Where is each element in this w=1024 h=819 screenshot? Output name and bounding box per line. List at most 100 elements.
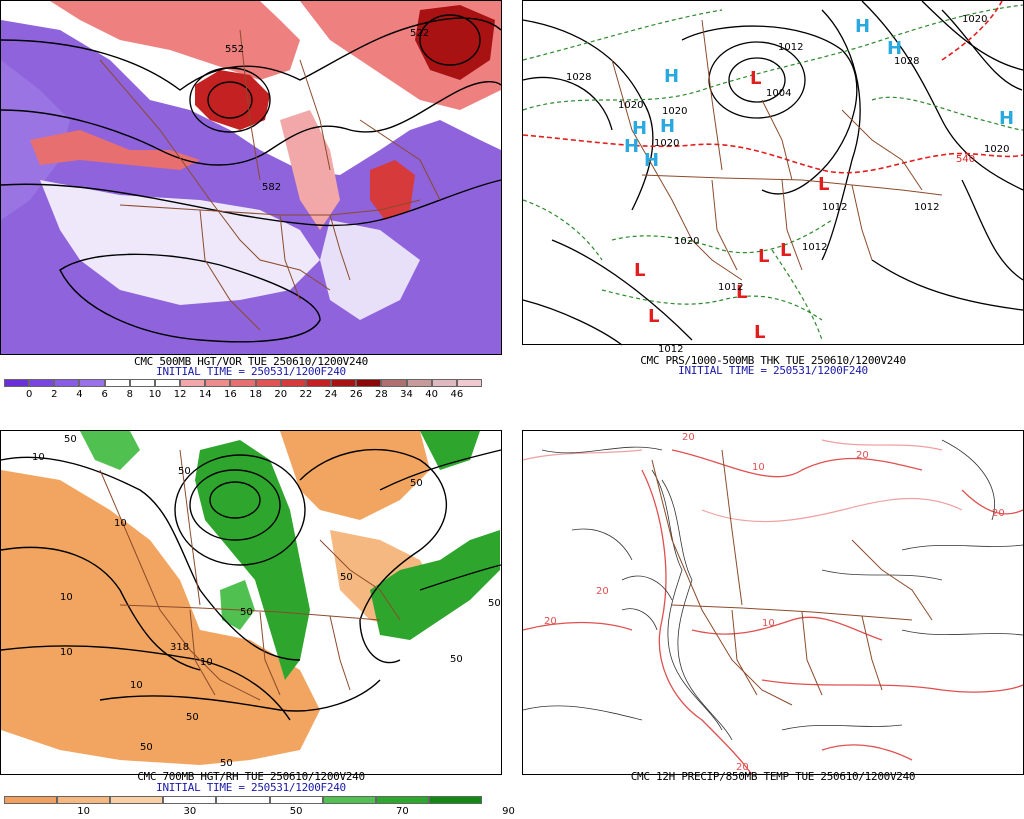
temperature-label: 20 xyxy=(736,762,749,773)
colorbar-ticks: 10 30 50 70 90 xyxy=(4,806,515,818)
colorbar-tick-label: 10 xyxy=(148,389,162,400)
rh-moist-area-south xyxy=(220,580,255,630)
high-pressure-symbol: H xyxy=(887,38,902,59)
contour-label: 50 xyxy=(186,712,199,723)
thickness-540-line-ne xyxy=(941,0,1003,61)
colorbar-swatch xyxy=(54,379,80,387)
vorticity-high-area-north xyxy=(50,1,300,80)
rh-dry-area-north xyxy=(280,431,430,520)
temperature-label: 20 xyxy=(682,432,695,443)
vorticity-max-east xyxy=(370,160,415,220)
colorbar-swatch xyxy=(331,379,357,387)
contour-label: 50 xyxy=(410,478,423,489)
high-pressure-symbol: H xyxy=(855,16,870,37)
rh-dry-area xyxy=(1,470,320,765)
isobar-label: 1020 xyxy=(984,144,1009,155)
isobars xyxy=(522,0,1024,346)
panel-700mb-rh: 50 10 10 50 50 50 318 10 10 50 50 50 50 … xyxy=(0,430,515,819)
vorticity-neutral-area-2 xyxy=(320,220,420,320)
contour-label: 318 xyxy=(170,642,189,653)
colorbar-swatch xyxy=(375,796,429,804)
colorbar-swatch xyxy=(406,379,432,387)
colorbar-swatch xyxy=(79,379,105,387)
colorbar-tick-label: 10 xyxy=(77,806,91,817)
temperature-contours-light xyxy=(522,439,963,523)
colorbar-swatch xyxy=(129,379,155,387)
contour-label: 10 xyxy=(32,452,45,463)
contour-label: 10 xyxy=(60,592,73,603)
colorbar-swatch xyxy=(322,796,376,804)
vorticity-band-west xyxy=(30,130,200,170)
vorticity-neutral-area xyxy=(40,180,320,305)
colorbar-tick-label: 16 xyxy=(224,389,237,400)
colorbar-swatch xyxy=(230,379,256,387)
isobar-label: 1012 xyxy=(658,344,683,352)
colorbar-tick-label: 46 xyxy=(450,389,464,400)
low-pressure-symbol: L xyxy=(634,260,645,281)
temperature-contours xyxy=(522,449,1024,775)
colorbar-swatch xyxy=(431,379,457,387)
vorticity-band-central xyxy=(280,110,340,230)
thickness-contours xyxy=(522,4,1024,341)
rh-moist-area-west xyxy=(80,431,140,470)
map-precip-temp: 20 10 20 20 20 20 10 20 xyxy=(522,430,1024,775)
colorbar-tick-label: 90 xyxy=(502,806,515,817)
contour-label: 582 xyxy=(262,182,281,193)
colorbar-swatch xyxy=(456,379,482,387)
high-pressure-symbol: H xyxy=(644,150,659,171)
colorbar-tick-label: 14 xyxy=(198,389,212,400)
panel-caption: CMC PRS/1000-500MB THK TUE 250610/1200V2… xyxy=(640,354,906,367)
map-700mb-rh: 50 10 10 50 50 50 318 10 10 50 50 50 50 … xyxy=(0,430,502,775)
contour-label: 50 xyxy=(178,466,191,477)
isobar-label: 1012 xyxy=(822,202,847,213)
state-borders xyxy=(99,29,441,331)
colorbar-tick-label: 6 xyxy=(101,389,108,400)
colorbar-swatch xyxy=(154,379,181,387)
colorbar-swatch xyxy=(163,796,217,804)
colorbar-tick-label: 30 xyxy=(183,806,197,817)
state-borders xyxy=(99,449,401,701)
colorbar-ticks: 0 2 4 6 8 10 12 14 16 18 20 22 24 26 28 34 40 46 xyxy=(4,389,482,401)
high-pressure-symbol: H xyxy=(660,116,675,137)
rh-moist-area-lakes xyxy=(195,440,310,680)
map-pressure-thickness: H H H H H H H H L L L L L L L L 1020 101… xyxy=(522,0,1024,352)
temperature-label: 10 xyxy=(752,462,765,473)
colorbar-vorticity xyxy=(4,379,482,387)
isobar-label: 1012 xyxy=(718,282,743,293)
contour-label: 50 xyxy=(220,758,233,769)
colorbar-swatch xyxy=(4,379,30,387)
initial-time: INITIAL TIME = 250531/1200F240 xyxy=(156,365,346,378)
colorbar-tick-label: 0 xyxy=(25,389,33,400)
low-pressure-symbol: L xyxy=(736,282,747,303)
map-frame xyxy=(522,0,1024,345)
low-pressure-symbol: L xyxy=(780,240,791,261)
colorbar-swatch xyxy=(180,379,206,387)
temperature-label: 20 xyxy=(856,450,869,461)
vorticity-max-center xyxy=(195,70,270,130)
low-pressure-symbol: L xyxy=(758,246,769,267)
isobar-label: 1012 xyxy=(778,42,803,53)
colorbar-tick-label: 12 xyxy=(173,389,187,400)
colorbar-tick-label: 28 xyxy=(374,389,388,400)
isobar-label: 1020 xyxy=(962,14,987,25)
panel-pressure-thickness: H H H H H H H H L L L L L L L L 1020 101… xyxy=(522,0,1024,380)
thickness-540-line xyxy=(522,134,1024,174)
isobar-label: 1028 xyxy=(566,72,591,83)
isobar-label: 1012 xyxy=(802,242,827,253)
map-500mb-vorticity: 552 522 582 xyxy=(0,0,502,355)
contour-label: 10 xyxy=(200,657,213,668)
low-pressure-symbol: L xyxy=(818,174,829,195)
colorbar-tick-label: 20 xyxy=(274,389,288,400)
initial-time: INITIAL TIME = 250531/1200F240 xyxy=(156,781,346,794)
colorbar-tick-label: 4 xyxy=(76,389,83,400)
colorbar-swatch xyxy=(356,379,382,387)
map-frame xyxy=(522,430,1024,775)
contour-label: 10 xyxy=(130,680,143,691)
contour-label: 50 xyxy=(450,654,463,665)
colorbar-swatch xyxy=(110,796,164,804)
panel-precip-850mb-temp: 20 10 20 20 20 20 10 20 CMC 12H PRECIP/8… xyxy=(522,430,1024,790)
isobar-label: 1020 xyxy=(674,236,699,247)
colorbar-swatch xyxy=(305,379,332,387)
high-pressure-symbol: H xyxy=(632,118,647,139)
low-pressure-symbol: L xyxy=(750,68,761,89)
